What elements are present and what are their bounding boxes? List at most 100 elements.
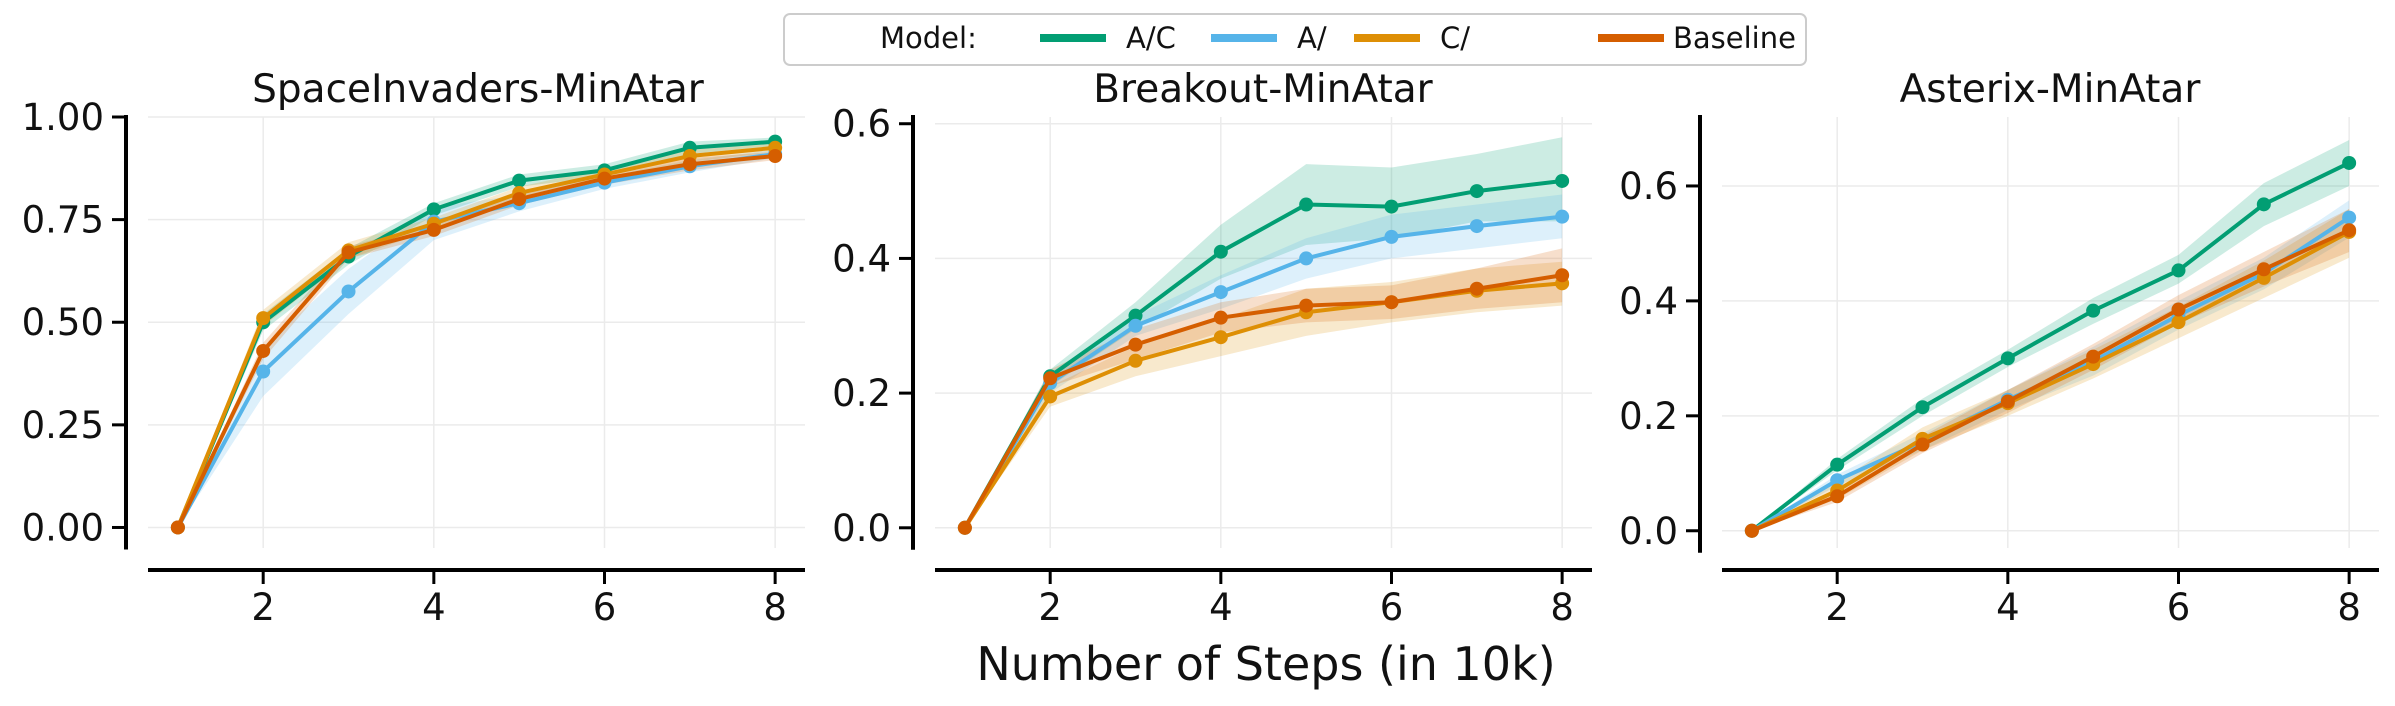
x-tick-label: 6 bbox=[593, 586, 617, 629]
data-point-c bbox=[1213, 330, 1228, 345]
data-point-c bbox=[1043, 389, 1058, 404]
data-point-baseline bbox=[1830, 489, 1845, 504]
data-point-baseline bbox=[2086, 349, 2101, 364]
data-point-a bbox=[1213, 285, 1228, 300]
y-tick-label: 0.50 bbox=[22, 301, 104, 344]
data-point-baseline bbox=[682, 157, 697, 172]
legend-title: Model: bbox=[880, 21, 977, 55]
data-point-a-c bbox=[1299, 197, 1314, 212]
data-point-baseline bbox=[256, 343, 271, 358]
data-point-baseline bbox=[512, 192, 527, 207]
data-point-a-c bbox=[1128, 308, 1143, 323]
data-point-a bbox=[1299, 251, 1314, 266]
data-point-baseline bbox=[1043, 371, 1058, 386]
data-point-baseline bbox=[341, 245, 356, 260]
data-point-a-c bbox=[2171, 263, 2186, 278]
data-point-a-c bbox=[1830, 457, 1845, 472]
x-tick-label: 2 bbox=[1825, 586, 1849, 629]
data-point-baseline bbox=[170, 520, 185, 535]
chart-title: Asterix-MinAtar bbox=[1900, 67, 2202, 112]
series-line-c bbox=[176, 145, 776, 529]
band-a-c bbox=[964, 137, 1563, 528]
y-tick-label: 0.6 bbox=[832, 103, 891, 146]
legend-box bbox=[783, 13, 1807, 66]
data-point-a-c bbox=[1915, 400, 1930, 415]
series-line-a-c bbox=[963, 178, 1563, 529]
y-tick-label: 0.2 bbox=[1619, 395, 1678, 438]
y-tick-label: 0.2 bbox=[832, 372, 891, 415]
data-point-baseline bbox=[1128, 337, 1143, 352]
data-point-baseline bbox=[2256, 262, 2271, 277]
data-point-a bbox=[1469, 219, 1484, 234]
chart-title: Breakout-MinAtar bbox=[1093, 67, 1433, 112]
y-tick-label: 0.75 bbox=[22, 199, 104, 242]
y-tick-label: 0.0 bbox=[1619, 510, 1678, 553]
x-tick-label: 4 bbox=[1996, 586, 2020, 629]
data-point-a-c bbox=[426, 202, 441, 217]
x-tick-label: 8 bbox=[1550, 586, 1574, 629]
data-point-a bbox=[341, 284, 356, 299]
data-point-a-c bbox=[2086, 303, 2101, 318]
data-point-a bbox=[1384, 229, 1399, 244]
data-point-baseline bbox=[2342, 223, 2357, 238]
x-tick-label: 8 bbox=[763, 586, 787, 629]
data-point-baseline bbox=[957, 520, 972, 535]
y-tick-label: 0.4 bbox=[1619, 280, 1678, 323]
band-a bbox=[1751, 200, 2350, 531]
band-baseline bbox=[964, 248, 1563, 528]
x-tick-label: 6 bbox=[2167, 586, 2191, 629]
data-point-baseline bbox=[1469, 281, 1484, 296]
data-point-a-c bbox=[1384, 199, 1399, 214]
y-tick-label: 1.00 bbox=[22, 96, 104, 139]
data-point-a bbox=[1555, 209, 1570, 224]
series-line-c bbox=[1751, 230, 2351, 533]
data-point-a bbox=[1128, 318, 1143, 333]
data-point-a-c bbox=[1213, 244, 1228, 259]
data-point-baseline bbox=[2171, 302, 2186, 317]
data-point-c bbox=[1128, 353, 1143, 368]
x-axis-label: Number of Steps (in 10k) bbox=[976, 637, 1555, 691]
data-point-a-c bbox=[512, 173, 527, 188]
panel-breakout: Breakout-MinAtar 0.0 0.2 0.4 0.6 2 4 6 8 bbox=[832, 67, 1592, 629]
chart-title: SpaceInvaders-MinAtar bbox=[252, 67, 705, 112]
data-point-baseline bbox=[597, 171, 612, 186]
panel-spaceinvaders: SpaceInvaders-MinAtar 0.00 0.25 0.50 0.75 1.0… bbox=[22, 67, 805, 629]
x-tick-label: 8 bbox=[2337, 586, 2361, 629]
data-point-a-c bbox=[1555, 173, 1570, 188]
panel-asterix: Asterix-MinAtar 0.0 0.2 0.4 0.6 2 4 6 8 bbox=[1619, 67, 2379, 629]
x-tick-label: 2 bbox=[1038, 586, 1062, 629]
series-line-a-c bbox=[176, 139, 776, 529]
y-tick-label: 0.4 bbox=[832, 237, 891, 280]
x-tick-label: 6 bbox=[1380, 586, 1404, 629]
legend-label-c: C/ bbox=[1440, 21, 1470, 55]
y-tick-label: 0.0 bbox=[832, 507, 891, 550]
data-point-baseline bbox=[1384, 295, 1399, 310]
data-point-a-c bbox=[2000, 351, 2015, 366]
series-line-baseline bbox=[1751, 228, 2350, 533]
legend-label-baseline: Baseline bbox=[1673, 21, 1796, 55]
data-point-baseline bbox=[426, 222, 441, 237]
series-line-baseline bbox=[963, 273, 1563, 529]
series-line-baseline bbox=[176, 154, 776, 529]
legend: Model: A/C A/ C/ Baseline bbox=[783, 13, 1807, 66]
x-tick-label: 2 bbox=[251, 586, 275, 629]
data-point-baseline bbox=[1213, 310, 1228, 325]
legend-label-a: A/ bbox=[1297, 21, 1327, 55]
y-tick-label: 0.00 bbox=[22, 506, 104, 549]
data-point-a-c bbox=[2342, 155, 2357, 170]
y-tick-label: 0.6 bbox=[1619, 165, 1678, 208]
legend-label-ac: A/C bbox=[1126, 21, 1176, 55]
data-point-c bbox=[256, 311, 271, 326]
data-point-baseline bbox=[1555, 268, 1570, 283]
data-point-baseline bbox=[1299, 298, 1314, 313]
data-point-a bbox=[2342, 210, 2357, 225]
data-point-a bbox=[256, 364, 271, 379]
y-tick-label: 0.25 bbox=[22, 404, 104, 447]
data-point-baseline bbox=[1744, 523, 1759, 538]
x-tick-label: 4 bbox=[422, 586, 446, 629]
data-point-c bbox=[2171, 315, 2186, 330]
x-tick-label: 4 bbox=[1209, 586, 1233, 629]
data-point-baseline bbox=[2000, 394, 2015, 409]
data-point-baseline bbox=[768, 148, 783, 163]
